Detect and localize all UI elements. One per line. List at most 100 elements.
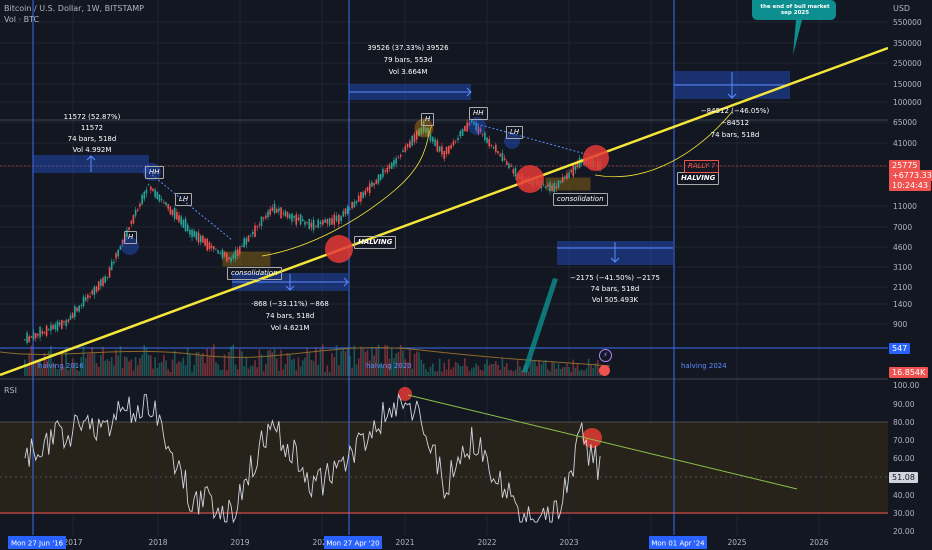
volume-bar xyxy=(271,352,274,376)
candle-body xyxy=(30,336,33,338)
candle-body xyxy=(468,122,471,126)
pattern-circle-hh1 xyxy=(143,163,161,181)
rsi-label[interactable]: RSI xyxy=(4,386,17,395)
volume-bar xyxy=(355,364,358,376)
volume-bar xyxy=(308,352,311,376)
volume-bar xyxy=(58,368,61,376)
label-h1[interactable]: H xyxy=(124,231,138,244)
volume-bar xyxy=(349,355,351,376)
lightning-icon[interactable]: ⚡ xyxy=(599,349,612,362)
volume-bar xyxy=(477,365,480,376)
volume-bar xyxy=(547,369,549,376)
consolidation-box-1[interactable] xyxy=(222,251,271,267)
label-hh2[interactable]: HH xyxy=(469,107,488,120)
support-circle[interactable] xyxy=(516,165,544,193)
dotted-trend-1[interactable] xyxy=(151,174,233,241)
time-label: 2022 xyxy=(477,538,496,547)
candle-body xyxy=(106,277,109,278)
volume-bar xyxy=(585,368,588,376)
candle-body xyxy=(375,179,378,184)
candle-body xyxy=(549,182,551,192)
candle-body xyxy=(219,253,222,255)
volume-bar xyxy=(230,346,232,376)
candle-body xyxy=(239,246,241,255)
candle-body xyxy=(466,122,468,132)
volume-bar xyxy=(145,348,148,376)
volume-bar xyxy=(315,347,317,376)
candle-body xyxy=(275,208,278,213)
label-lh2[interactable]: LH xyxy=(506,126,524,139)
volume-bar xyxy=(514,369,517,376)
volume-bar xyxy=(41,368,44,376)
volume-bar xyxy=(388,358,391,376)
rsi-line[interactable] xyxy=(24,392,601,524)
candle-body xyxy=(399,154,402,157)
price-axis[interactable] xyxy=(888,0,932,550)
candle-body xyxy=(284,211,287,216)
volume-bar xyxy=(377,344,380,376)
time-axis[interactable] xyxy=(0,535,932,550)
rsi-tick: 80.00 xyxy=(893,418,915,427)
parabolic-curve-1[interactable] xyxy=(261,124,433,257)
volume-bar xyxy=(37,362,39,376)
volume-bar xyxy=(572,359,575,376)
candle-body xyxy=(362,192,364,198)
callout-bubble[interactable] xyxy=(752,0,836,55)
volume-bar xyxy=(299,366,302,376)
candle-body xyxy=(411,135,413,146)
label-rally[interactable]: RALLY ? xyxy=(684,160,719,173)
parabolic-curve-2[interactable] xyxy=(594,111,733,177)
price-tick: 2100 xyxy=(893,283,912,292)
volume-bar xyxy=(344,351,347,376)
resistance-circle[interactable] xyxy=(583,145,609,171)
candle-body xyxy=(141,194,143,205)
candle-body xyxy=(228,257,230,260)
candle-body xyxy=(134,209,137,216)
volume-bar xyxy=(404,359,407,376)
candle-body xyxy=(158,194,161,202)
candle-body xyxy=(331,218,333,225)
candle-body xyxy=(566,173,568,179)
rsi-peak-circle[interactable] xyxy=(398,387,412,401)
teal-arrow[interactable] xyxy=(522,278,558,373)
volume-bar xyxy=(390,347,393,376)
rsi-trend-line[interactable] xyxy=(407,394,798,490)
dotted-trend-2[interactable] xyxy=(476,123,601,159)
label-consolidation-1[interactable]: consolidation xyxy=(227,267,282,280)
volume-label[interactable]: Vol · BTC xyxy=(4,15,40,24)
volume-bar xyxy=(34,359,37,376)
volume-bar xyxy=(373,355,375,376)
candle-body xyxy=(559,181,562,183)
candle-body xyxy=(47,329,50,331)
box1-line1: 11572 (52.87%) 11572 xyxy=(63,113,121,132)
label-consolidation-2[interactable]: consolidation xyxy=(553,193,608,206)
yellow-trend-line[interactable] xyxy=(0,46,889,377)
volume-bar xyxy=(197,352,200,376)
halving-circle-2020[interactable] xyxy=(325,235,353,263)
label-halving-2020[interactable]: HALVING xyxy=(354,236,397,249)
box3-line1: 39526 (37.33%) 39526 xyxy=(367,44,449,52)
volume-bar xyxy=(260,354,263,376)
volume-bar xyxy=(531,360,534,376)
event-icon[interactable] xyxy=(599,365,610,376)
label-halving-2024[interactable]: HALVING xyxy=(677,172,720,185)
candle-body xyxy=(501,153,504,161)
volume-bar xyxy=(364,351,367,376)
volume-bar xyxy=(165,360,167,376)
candle-body xyxy=(464,125,466,132)
symbol-title[interactable]: Bitcoin / U.S. Dollar, 1W, BITSTAMP xyxy=(4,4,144,13)
volume-bar xyxy=(371,346,373,376)
volume-bar xyxy=(234,364,237,376)
candle-body xyxy=(459,131,462,137)
label-lh1[interactable]: LH xyxy=(175,193,193,206)
volume-bar xyxy=(564,366,566,376)
label-hh1[interactable]: HH xyxy=(145,166,164,179)
label-h2[interactable]: H xyxy=(421,113,435,126)
price-tick: 3100 xyxy=(893,263,912,272)
rsi-band-fill xyxy=(0,422,888,514)
price-tick: 1400 xyxy=(893,300,912,309)
candle-body xyxy=(436,140,439,152)
candle-body xyxy=(32,332,35,340)
candle-body xyxy=(78,305,80,312)
